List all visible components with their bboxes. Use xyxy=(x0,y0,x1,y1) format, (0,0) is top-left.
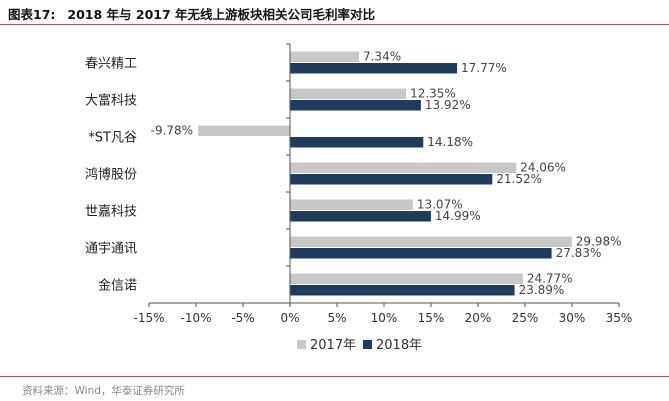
figure-label: 图表17: xyxy=(8,7,56,22)
data-label-2017: 13.07% xyxy=(417,198,463,212)
category-label: 鸿博股份 xyxy=(85,167,137,183)
bar-2018 xyxy=(290,174,493,185)
x-tick-label: 30% xyxy=(559,311,586,325)
data-label-2017: 29.98% xyxy=(576,235,622,249)
bar-2018 xyxy=(290,63,458,74)
bar-2018 xyxy=(290,100,421,111)
data-label-2018: 13.92% xyxy=(425,98,471,112)
bar-2018 xyxy=(290,248,552,259)
bar-2017 xyxy=(290,199,413,210)
bar-2017 xyxy=(198,125,290,136)
figure-title-text: 2018 年与 2017 年无线上游板块相关公司毛利率对比 xyxy=(67,7,376,22)
category-label: 春兴精工 xyxy=(85,57,137,72)
bar-2017 xyxy=(290,51,359,62)
x-tick-label: 0% xyxy=(280,311,299,325)
category-label: 世嘉科技 xyxy=(85,205,137,220)
data-label-2017: 12.35% xyxy=(410,87,456,101)
x-tick-label: -15% xyxy=(133,311,164,325)
data-label-2017: -9.78% xyxy=(151,124,193,138)
category-label: 金信诺 xyxy=(98,278,137,294)
bar-2018 xyxy=(290,211,431,222)
data-label-2018: 14.99% xyxy=(435,209,481,223)
x-tick-label: -5% xyxy=(231,311,254,325)
source-note: 资料来源：Wind，华泰证券研究所 xyxy=(22,385,185,397)
x-tick-label: 10% xyxy=(371,311,398,325)
data-label-2018: 14.18% xyxy=(427,135,473,149)
bar-2017 xyxy=(290,162,517,173)
x-tick-label: 35% xyxy=(606,311,633,325)
bar-2017 xyxy=(290,88,407,99)
bottom-rule xyxy=(0,376,669,377)
data-label-2017: 7.34% xyxy=(363,50,401,64)
bar-chart: 春兴精工 7.34% 17.77% 大富科技 12.35%13.92% *ST凡谷 -9.7… xyxy=(85,43,633,353)
data-label-2017: 24.77% xyxy=(527,272,573,286)
x-tick-label: 15% xyxy=(418,311,445,325)
data-label-2018: 21.52% xyxy=(496,172,542,186)
legend-label-2018: 2018年 xyxy=(376,338,422,353)
bar-2017 xyxy=(290,273,523,284)
bar-2018 xyxy=(290,285,515,296)
figure-title: 图表17: 2018 年与 2017 年无线上游板块相关公司毛利率对比 xyxy=(8,4,375,23)
x-tick-label: 25% xyxy=(512,311,539,325)
x-tick-label: -10% xyxy=(180,311,211,325)
data-label-2017: 24.06% xyxy=(520,161,566,175)
data-label-2018: 17.77% xyxy=(461,61,507,75)
x-tick-label: 20% xyxy=(465,311,492,325)
data-label-2018: 23.89% xyxy=(519,283,565,297)
x-tick-label: 5% xyxy=(327,311,346,325)
category-label: 大富科技 xyxy=(85,93,137,109)
category-label: 通宇通讯 xyxy=(85,242,137,257)
legend-swatch-2017 xyxy=(297,340,306,349)
category-label: *ST凡谷 xyxy=(88,131,137,146)
bar-2018 xyxy=(290,137,424,148)
legend-swatch-2018 xyxy=(363,340,372,349)
data-label-2018: 27.83% xyxy=(556,246,602,260)
top-rule xyxy=(0,24,669,25)
bar-2017 xyxy=(290,236,572,247)
legend-label-2017: 2017年 xyxy=(310,338,356,353)
